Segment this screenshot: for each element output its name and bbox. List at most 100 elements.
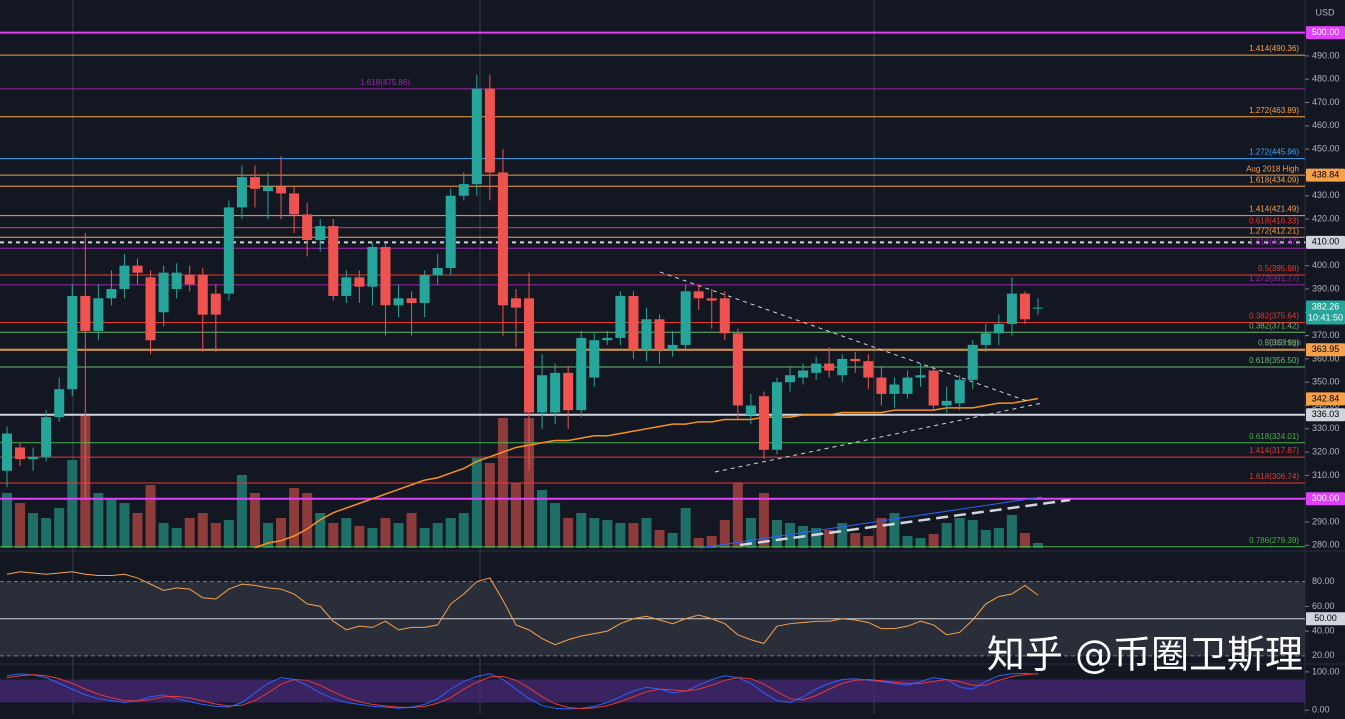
volume-bar [954, 518, 965, 548]
stoch-line [6, 673, 1039, 710]
level-label: 1.618(407.47) [1249, 237, 1299, 246]
level-label: 0.618(324.01) [1249, 432, 1299, 441]
level-label: 0.5(363.98) [1258, 339, 1299, 348]
candle-body [785, 375, 796, 383]
candle-body [863, 361, 874, 378]
candle-body [654, 319, 665, 350]
rsi-line [6, 571, 1039, 646]
candle-body [1033, 307, 1043, 309]
y-tick-label: 280.00 [1312, 540, 1340, 550]
candle-body [484, 88, 495, 173]
candle-body [1006, 293, 1017, 324]
candle-body [589, 340, 600, 378]
volume-bar [628, 523, 639, 548]
candle-body [876, 377, 887, 394]
volume-bar [289, 488, 300, 548]
volume-bar [602, 520, 613, 548]
candle-body [941, 400, 952, 406]
candle-body [524, 298, 535, 413]
volume-bar [693, 538, 704, 548]
level-label: 1.414(490.36) [1249, 44, 1299, 53]
candle-body [771, 382, 782, 450]
candle-body [758, 396, 769, 450]
candle-body [289, 193, 300, 215]
volume-bar [667, 533, 678, 548]
candle-body [158, 272, 169, 313]
trend-lines [659, 271, 1071, 549]
volume-bar [458, 513, 469, 548]
candle-body [223, 207, 234, 294]
volume-bar [915, 538, 926, 548]
price-tag [1306, 300, 1345, 325]
volume-bar [302, 493, 313, 548]
candle-body [432, 268, 443, 275]
y-tick-label: 470.00 [1312, 97, 1340, 107]
volume-bar [445, 518, 456, 548]
candle-body [341, 277, 352, 296]
candle-body [419, 275, 430, 303]
volume-bar [850, 533, 861, 548]
volume-bar [902, 536, 913, 548]
moving-average [254, 397, 1039, 549]
candle-body [445, 195, 456, 269]
volume-bar [471, 458, 482, 548]
level-label: 0.786(279.39) [1249, 536, 1299, 545]
candle-body [732, 333, 743, 406]
candle-body [993, 323, 1004, 334]
candle-body [106, 288, 117, 299]
y-tick-label: 370.00 [1312, 330, 1340, 340]
candle-body [550, 372, 561, 413]
volume-bar [732, 483, 743, 548]
candle-body [798, 370, 809, 378]
candle-body [811, 363, 822, 373]
candle-body [667, 344, 678, 350]
candle-body [889, 384, 900, 394]
candle-body [706, 298, 717, 301]
level-label: 1.618(475.86) [360, 78, 410, 87]
price-tag-label: 300.00 [1312, 493, 1340, 503]
candle-body [1019, 293, 1030, 320]
volume-bar [15, 503, 26, 548]
volume-bar [771, 520, 782, 548]
candle-body [367, 247, 378, 287]
price-tag [1306, 408, 1345, 422]
price-tag [1306, 492, 1345, 506]
volume-bar [263, 523, 274, 548]
candle-body [41, 417, 52, 457]
trend-line [739, 498, 1071, 547]
level-label: 0.382(371.42) [1249, 321, 1299, 330]
level-label: Aug 2018 High [1246, 164, 1299, 173]
y-tick-label: 330.00 [1312, 423, 1340, 433]
candle-body [458, 184, 469, 196]
y-tick-label: 420.00 [1312, 213, 1340, 223]
rsi-tick-label: 40.00 [1312, 625, 1335, 635]
volume-bar [863, 536, 874, 548]
candle-body [276, 186, 287, 194]
candle-body [302, 214, 313, 241]
volume-bar [106, 498, 117, 548]
candle-body [210, 293, 221, 315]
volume-bar [537, 490, 548, 548]
trend-line [699, 496, 1043, 549]
volume-bar [406, 513, 417, 548]
price-axis-bg [1305, 0, 1345, 714]
candle-body [28, 456, 39, 460]
rsi-mid-tag [1306, 612, 1345, 626]
level-label: 1.272(445.96) [1249, 148, 1299, 157]
volume-bar [576, 513, 587, 548]
trend-line [659, 271, 1031, 403]
underlay: 280.00290.00300.00310.00320.00330.00340.… [0, 31, 1340, 711]
price-tag [1306, 26, 1345, 40]
volume-bar [419, 528, 430, 548]
level-label: 1.272(463.89) [1249, 106, 1299, 115]
volume-bar [811, 528, 822, 548]
candle-body [641, 319, 652, 350]
volume-bar [367, 528, 378, 548]
candle-body [824, 363, 835, 371]
y-tick-label: 320.00 [1312, 446, 1340, 456]
rsi-mid-label: 50.00 [1314, 613, 1337, 623]
level-label: 1.414(317.87) [1249, 446, 1299, 455]
candle-body [510, 298, 521, 308]
volume-bar [67, 460, 78, 548]
